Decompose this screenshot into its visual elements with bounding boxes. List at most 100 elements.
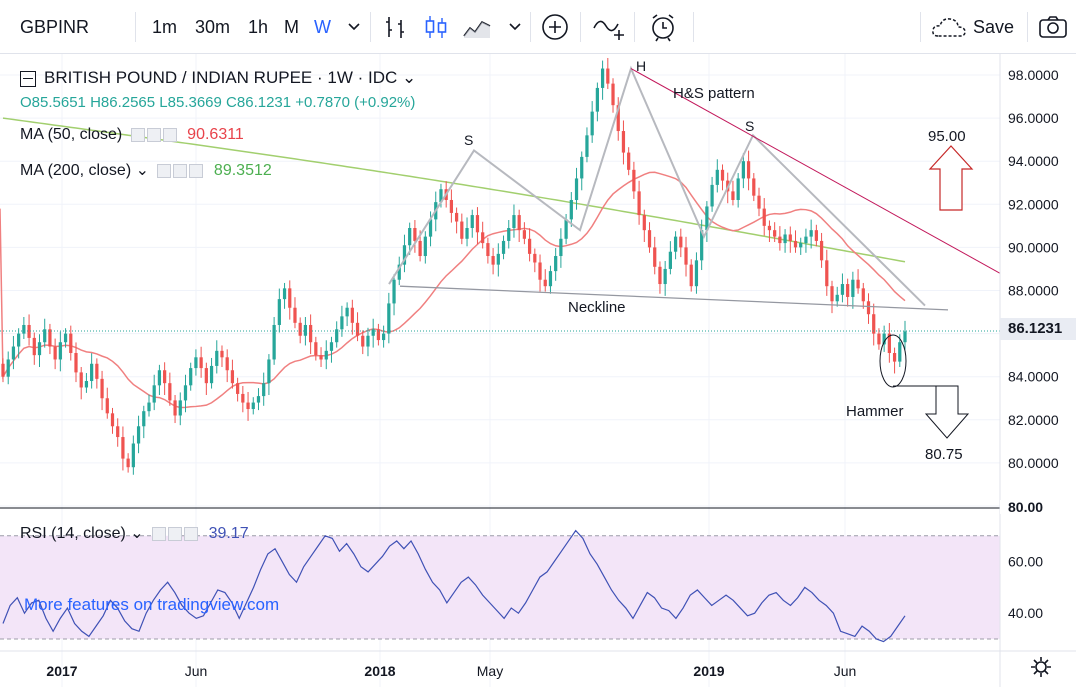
toolbar-divider: [530, 12, 531, 42]
remove-icon[interactable]: [184, 526, 199, 541]
rsi-chevron-icon[interactable]: ⌄: [125, 525, 144, 542]
alert-icon[interactable]: [648, 0, 678, 54]
chart-type-chevron-icon[interactable]: [508, 0, 522, 54]
candle-body: [267, 359, 271, 384]
save-button[interactable]: Save: [973, 16, 1015, 37]
candle-up: [90, 353, 94, 389]
settings-gear-icon[interactable]: [1030, 656, 1052, 683]
settings-icon[interactable]: [146, 127, 161, 142]
interval-month[interactable]: M: [284, 16, 299, 37]
collapse-icon[interactable]: [20, 70, 36, 87]
candle-down: [69, 325, 73, 361]
candle-up: [423, 231, 427, 264]
camera-icon[interactable]: [1038, 0, 1068, 54]
bar-style-icon[interactable]: [383, 0, 409, 54]
candle-body: [22, 324, 26, 334]
candle-up: [209, 357, 214, 389]
eye-icon[interactable]: [152, 526, 167, 541]
candle-body: [136, 426, 141, 444]
price-chart[interactable]: 98.0000 96.0000 94.0000 92.0000 90.0000 88.00…: [0, 54, 1076, 687]
eye-icon[interactable]: [130, 127, 145, 142]
interval-dropdown-chevron-icon[interactable]: [347, 0, 361, 54]
candle-down: [173, 395, 177, 424]
interval-1h[interactable]: 1h: [248, 16, 269, 37]
symbol-search[interactable]: GBPINR: [20, 16, 90, 37]
candle-up: [178, 392, 182, 426]
area-icon[interactable]: [462, 0, 492, 54]
ma200-buttons[interactable]: [157, 162, 205, 180]
candle-down: [53, 338, 57, 370]
eye-icon[interactable]: [157, 163, 172, 178]
remove-icon[interactable]: [162, 127, 177, 142]
ohlc-readout: O85.5651 H86.2565 L85.3669 C86.1231 +0.7…: [20, 94, 415, 111]
neckline-label: Neckline: [568, 299, 626, 316]
candle-down: [376, 323, 381, 346]
candle-body: [319, 355, 323, 360]
candle-body: [225, 357, 229, 371]
candle-up: [663, 260, 667, 296]
settings-icon[interactable]: [168, 526, 183, 541]
rsi-value: 39.17: [208, 525, 249, 542]
candle-up: [580, 151, 584, 191]
candle-up: [799, 237, 803, 255]
candle-body: [121, 437, 125, 459]
candle-body: [903, 331, 907, 343]
candle-body: [621, 131, 626, 153]
candle-down: [95, 358, 99, 389]
candle-body: [309, 324, 313, 343]
ma200-chevron-icon[interactable]: ⌄: [131, 162, 150, 179]
candles-icon[interactable]: [423, 0, 449, 54]
interval-1m[interactable]: 1m: [152, 16, 178, 37]
candle-up: [851, 271, 855, 309]
candle-up: [131, 435, 135, 475]
candle-up: [408, 222, 412, 255]
candle-body: [100, 378, 104, 399]
candle-body: [705, 206, 709, 231]
interval-30m[interactable]: 30m: [195, 16, 231, 37]
candle-up: [783, 229, 787, 253]
candle-body: [324, 350, 328, 360]
title-chevron-icon[interactable]: ⌄: [397, 68, 417, 87]
candle-body: [413, 228, 417, 241]
candle-body: [69, 333, 73, 353]
candle-body: [58, 342, 62, 360]
ma200-legend[interactable]: MA (200, close) ⌄ 89.3512: [20, 160, 272, 180]
candle-down: [309, 314, 313, 355]
candle-up: [84, 373, 89, 393]
cloud-icon[interactable]: [930, 0, 968, 54]
candle-up: [705, 201, 709, 243]
candle-up: [600, 60, 605, 100]
candle-body: [74, 352, 78, 373]
toolbar-divider: [634, 12, 635, 42]
candle-down: [481, 221, 485, 249]
candle-body: [423, 236, 427, 257]
candle-body: [53, 346, 57, 360]
candle-down: [116, 418, 120, 447]
candle-up: [63, 328, 68, 348]
settings-icon[interactable]: [173, 163, 188, 178]
candle-down: [110, 407, 115, 434]
ma50-legend[interactable]: MA (50, close) 90.6311: [20, 126, 244, 144]
candle-up: [397, 256, 401, 286]
candle-up: [22, 317, 26, 339]
candle-down: [642, 209, 646, 243]
candle-down: [355, 312, 360, 342]
candle-up: [366, 327, 370, 357]
ma50-buttons[interactable]: [130, 126, 179, 144]
candle-body: [345, 307, 349, 317]
tradingview-watermark[interactable]: More features on tradingview.com: [24, 595, 280, 614]
indicators-icon[interactable]: [592, 0, 626, 54]
candle-down: [74, 342, 78, 383]
candle-up: [11, 335, 16, 370]
candle-up: [501, 235, 506, 260]
interval-week-active[interactable]: W: [314, 16, 331, 37]
candle-body: [898, 342, 902, 362]
candle-body: [496, 253, 500, 265]
rsi-legend[interactable]: RSI (14, close) ⌄ 39.17: [20, 523, 249, 543]
candle-body: [17, 333, 21, 347]
add-compare-icon[interactable]: [540, 0, 570, 54]
candle-down: [819, 232, 824, 268]
remove-icon[interactable]: [189, 163, 204, 178]
rsi-buttons[interactable]: [152, 525, 200, 543]
candle-up: [694, 252, 699, 294]
